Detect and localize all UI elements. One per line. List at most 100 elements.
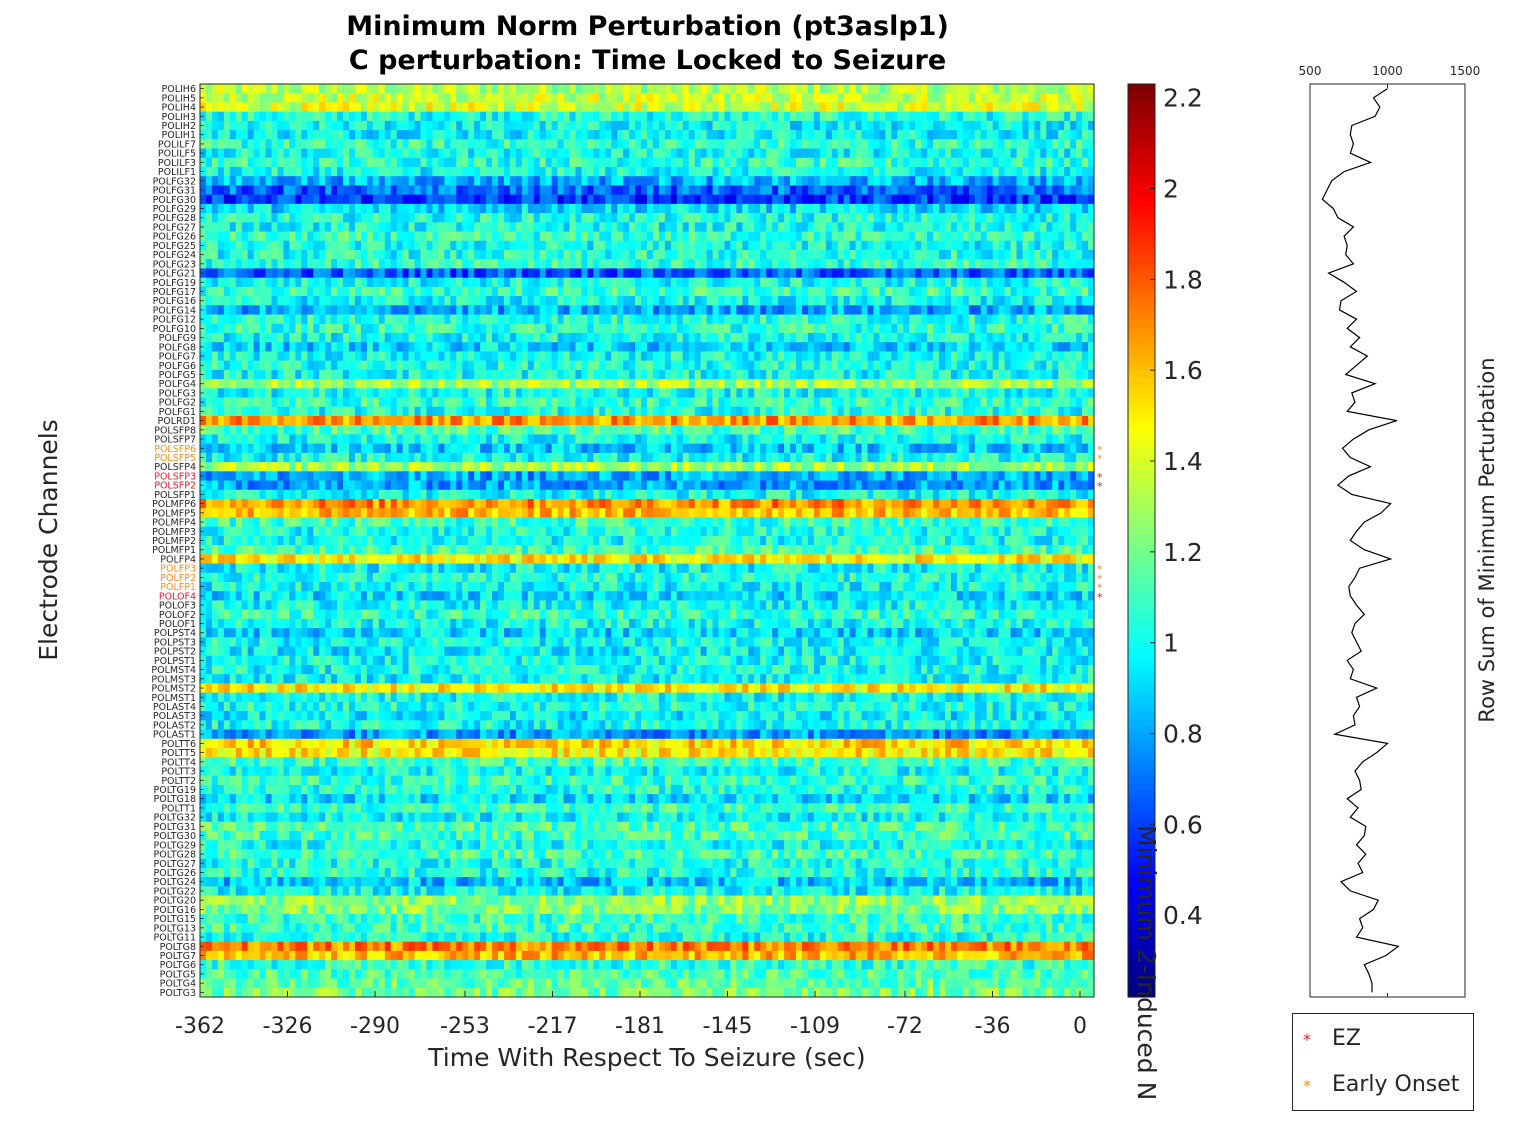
heatmap-cell — [807, 250, 815, 260]
heatmap-cell — [1076, 369, 1083, 380]
heatmap-cell — [313, 360, 320, 371]
heatmap-cell — [349, 157, 356, 168]
heatmap-cell — [575, 323, 583, 334]
heatmap-cell — [205, 360, 213, 371]
heatmap-cell — [760, 148, 767, 159]
heatmap-cell — [950, 231, 958, 242]
heatmap-cell — [462, 148, 469, 159]
heatmap-cell — [283, 84, 290, 94]
heatmap-cell — [366, 176, 374, 186]
heatmap-cell — [349, 333, 356, 343]
heatmap-cell — [688, 305, 696, 315]
heatmap-cell — [968, 84, 976, 94]
heatmap-cell — [772, 268, 779, 279]
heatmap-cell — [378, 240, 386, 251]
heatmap-cell — [927, 268, 934, 279]
heatmap-cell — [337, 231, 344, 242]
heatmap-cell — [897, 102, 904, 113]
heatmap-cell — [718, 360, 726, 371]
heatmap-cell — [843, 139, 851, 149]
heatmap-cell — [998, 148, 1006, 159]
heatmap-cell — [611, 333, 618, 343]
heatmap-cell — [1010, 222, 1018, 232]
heatmap-cell — [551, 360, 559, 371]
heatmap-cell — [563, 259, 571, 269]
heatmap-cell — [813, 84, 821, 94]
heatmap-cell — [813, 305, 821, 315]
heatmap-cell — [1064, 379, 1071, 389]
heatmap-cell — [1010, 84, 1018, 94]
heatmap-cell — [402, 323, 410, 334]
heatmap-cell — [861, 250, 869, 260]
heatmap-cell — [1082, 323, 1089, 334]
heatmap-cell — [730, 360, 737, 371]
heatmap-cell — [706, 268, 714, 279]
heatmap-cell — [700, 333, 708, 343]
heatmap-cell — [354, 360, 362, 371]
heatmap-cell — [897, 379, 904, 389]
heatmap-cell — [480, 296, 487, 306]
heatmap-cell — [313, 84, 320, 94]
heatmap-cell — [617, 139, 624, 149]
heatmap-cell — [1046, 194, 1053, 205]
heatmap-cell — [313, 342, 320, 352]
heatmap-cell — [366, 102, 374, 113]
heatmap-cell — [736, 323, 743, 334]
heatmap-cell — [492, 213, 499, 223]
heatmap-cell — [903, 286, 910, 297]
heatmap-cell — [247, 93, 255, 103]
heatmap-cell — [682, 203, 690, 214]
heatmap-cell — [354, 240, 362, 251]
chart-title-line1: Minimum Norm Perturbation (pt3aslp1) — [346, 11, 949, 42]
heatmap-cell — [271, 102, 279, 113]
heatmap-cell — [1046, 139, 1053, 149]
heatmap-cell — [748, 185, 755, 196]
heatmap-cell — [1070, 305, 1077, 315]
heatmap-cell — [366, 213, 374, 223]
heatmap-cell — [313, 379, 320, 389]
heatmap-cell — [879, 379, 886, 389]
heatmap-cell — [515, 213, 523, 223]
heatmap-cell — [313, 323, 320, 334]
heatmap-cell — [617, 259, 624, 269]
heatmap-cell — [1052, 369, 1059, 380]
heatmap-cell — [819, 102, 827, 113]
heatmap-cell — [950, 167, 958, 177]
heatmap-cell — [241, 351, 249, 362]
heatmap-cell — [521, 111, 529, 122]
heatmap-cell — [694, 213, 702, 223]
heatmap-cell — [1088, 296, 1095, 306]
heatmap-cell — [492, 111, 499, 122]
heatmap-cell — [343, 296, 350, 306]
heatmap-cell — [277, 268, 285, 279]
heatmap-cell — [611, 102, 618, 113]
heatmap-cell — [247, 351, 255, 362]
heatmap-cell — [706, 148, 714, 159]
heatmap-cell — [903, 120, 910, 131]
heatmap-cell — [617, 167, 624, 177]
heatmap-cell — [474, 194, 481, 205]
heatmap-cell — [277, 240, 285, 251]
heatmap-cell — [343, 286, 350, 297]
heatmap-cell — [909, 213, 916, 223]
heatmap-cell — [438, 176, 445, 186]
heatmap-cell — [736, 148, 743, 159]
heatmap-cell — [384, 194, 392, 205]
heatmap-cell — [825, 323, 833, 334]
heatmap-cell — [265, 102, 273, 113]
heatmap-cell — [545, 296, 553, 306]
heatmap-cell — [360, 240, 368, 251]
heatmap-cell — [736, 111, 743, 122]
heatmap-cell — [885, 194, 892, 205]
heatmap-cell — [664, 176, 672, 186]
heatmap-cell — [420, 342, 428, 352]
heatmap-cell — [1034, 351, 1041, 362]
heatmap-cell — [408, 379, 416, 389]
heatmap-cell — [527, 286, 535, 297]
heatmap-cell — [807, 130, 815, 140]
heatmap-cell — [468, 167, 475, 177]
heatmap-cell — [563, 167, 571, 177]
heatmap-cell — [742, 213, 749, 223]
heatmap-cell — [229, 176, 237, 186]
heatmap-cell — [408, 369, 416, 380]
